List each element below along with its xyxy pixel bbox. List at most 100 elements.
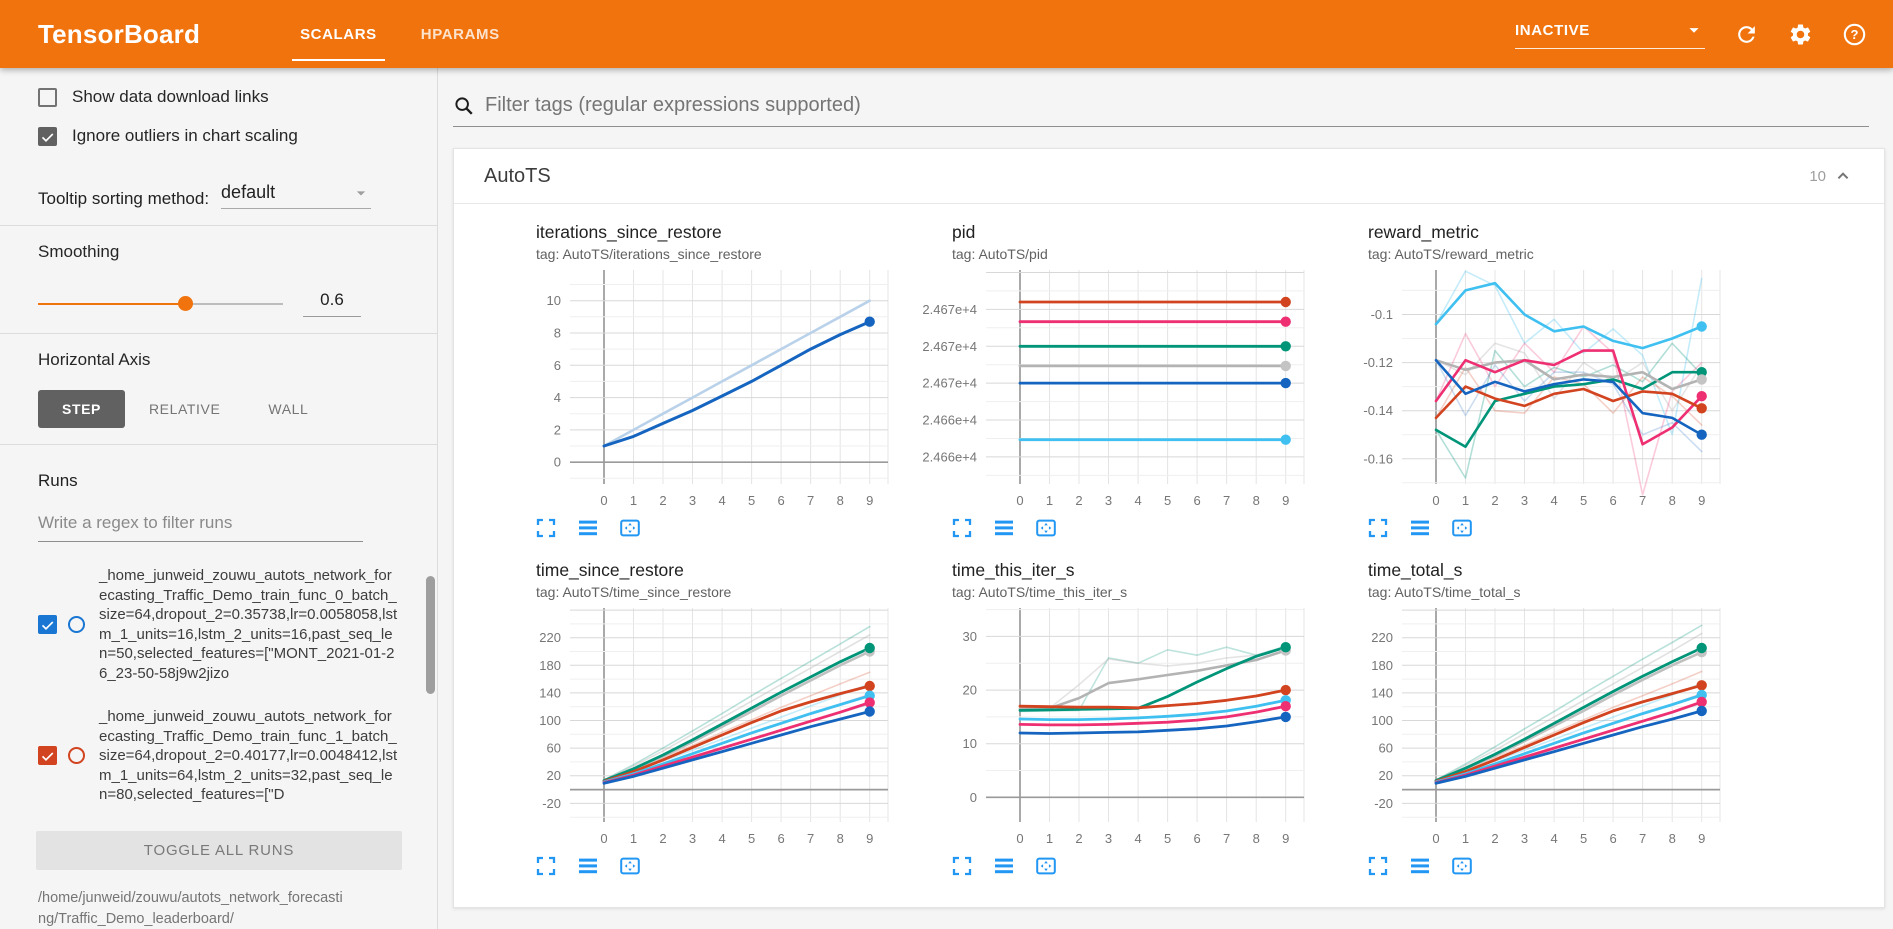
svg-text:4: 4 xyxy=(1134,493,1141,508)
data-table-icon[interactable] xyxy=(992,854,1016,878)
svg-text:-0.14: -0.14 xyxy=(1363,403,1393,418)
svg-text:6: 6 xyxy=(554,358,561,373)
svg-text:0: 0 xyxy=(600,493,607,508)
show-download-links-checkbox[interactable] xyxy=(38,87,57,107)
slider-fill xyxy=(38,302,185,305)
settings-button[interactable] xyxy=(1787,21,1813,47)
svg-text:8: 8 xyxy=(1253,493,1260,508)
expand-chart-icon[interactable] xyxy=(950,516,974,540)
tooltip-sorting-value: default xyxy=(221,182,276,202)
chevron-up-icon[interactable] xyxy=(1832,165,1854,187)
axis-step-button[interactable]: STEP xyxy=(38,390,125,428)
svg-text:0: 0 xyxy=(970,790,977,805)
horizontal-axis-label: Horizontal Axis xyxy=(38,350,151,369)
chart-plot[interactable]: 220 180 140 100 60 20 -20 0 1 2 3 4 5 6 7 8 9 xyxy=(504,602,896,852)
fit-domain-icon[interactable] xyxy=(618,516,642,540)
expand-chart-icon[interactable] xyxy=(1366,516,1390,540)
svg-text:8: 8 xyxy=(1669,493,1676,508)
toggle-all-runs-button[interactable]: TOGGLE ALL RUNS xyxy=(36,830,402,870)
data-table-icon[interactable] xyxy=(1408,516,1432,540)
smoothing-value[interactable]: 0.6 xyxy=(303,290,361,317)
tag-group-header[interactable]: AutoTS 10 xyxy=(454,149,1884,204)
chart-plot[interactable]: 220 180 140 100 60 20 -20 0 1 2 3 4 5 6 7 8 9 xyxy=(1336,602,1728,852)
svg-text:8: 8 xyxy=(554,326,561,341)
refresh-button[interactable] xyxy=(1733,21,1759,47)
expand-chart-icon[interactable] xyxy=(534,516,558,540)
svg-text:2: 2 xyxy=(1491,493,1498,508)
chart-plot[interactable]: 2.467e+4 2.467e+4 2.467e+4 2.466e+4 2.466e+4… xyxy=(920,264,1312,514)
svg-text:9: 9 xyxy=(866,831,873,846)
svg-text:6: 6 xyxy=(1193,493,1200,508)
chart-tag: tag: AutoTS/iterations_since_restore xyxy=(536,246,762,262)
fit-domain-icon[interactable] xyxy=(1034,854,1058,878)
ignore-outliers-checkbox[interactable] xyxy=(38,126,57,146)
axis-relative-button[interactable]: RELATIVE xyxy=(148,401,221,417)
fit-domain-icon[interactable] xyxy=(1450,854,1474,878)
settings-sidebar: Show data download links Ignore outliers… xyxy=(0,68,438,929)
svg-text:220: 220 xyxy=(539,630,561,645)
run-item: _home_junweid_zouwu_autots_network_forec… xyxy=(38,707,399,805)
axis-wall-button[interactable]: WALL xyxy=(268,401,309,417)
tab-hparams[interactable]: HPARAMS xyxy=(420,25,500,43)
run-solo-radio[interactable] xyxy=(68,747,85,765)
runs-heading: Runs xyxy=(38,471,78,490)
sidebar-scrollbar[interactable] xyxy=(426,576,435,694)
svg-text:4: 4 xyxy=(718,493,725,508)
chart-title: time_this_iter_s xyxy=(952,560,1075,580)
svg-text:6: 6 xyxy=(1609,831,1616,846)
svg-text:2.466e+4: 2.466e+4 xyxy=(922,413,977,428)
tooltip-sorting-select[interactable]: default xyxy=(221,182,372,209)
chart-plot[interactable]: -0.1 -0.12 -0.14 -0.16 0 1 2 3 4 5 6 7 8 9 xyxy=(1336,264,1728,514)
svg-text:20: 20 xyxy=(1379,768,1393,783)
tooltip-sorting-label: Tooltip sorting method: xyxy=(38,189,210,208)
expand-chart-icon[interactable] xyxy=(950,854,974,878)
show-download-links-label: Show data download links xyxy=(72,87,269,106)
svg-text:-20: -20 xyxy=(542,796,561,811)
data-status-dropdown[interactable]: INACTIVE xyxy=(1515,19,1705,49)
chart-title: time_total_s xyxy=(1368,560,1463,580)
svg-text:2: 2 xyxy=(1075,493,1082,508)
run-checkbox[interactable] xyxy=(38,746,57,766)
chart-toolbar xyxy=(534,516,898,540)
data-table-icon[interactable] xyxy=(992,516,1016,540)
tag-filter-bar xyxy=(453,94,1869,127)
svg-text:1: 1 xyxy=(1046,831,1053,846)
expand-chart-icon[interactable] xyxy=(534,854,558,878)
run-solo-radio[interactable] xyxy=(68,616,85,633)
svg-text:2: 2 xyxy=(554,422,561,437)
svg-text:140: 140 xyxy=(1371,685,1393,700)
fit-domain-icon[interactable] xyxy=(1450,516,1474,540)
app-title: TensorBoard xyxy=(38,18,201,49)
fit-domain-icon[interactable] xyxy=(1034,516,1058,540)
ignore-outliers-row: Ignore outliers in chart scaling xyxy=(38,126,399,146)
svg-text:3: 3 xyxy=(689,493,696,508)
chart-plot[interactable]: 30 20 10 0 0 1 2 3 4 5 6 7 8 9 xyxy=(920,602,1312,852)
smoothing-slider-thumb[interactable] xyxy=(178,296,193,311)
svg-text:7: 7 xyxy=(1223,831,1230,846)
svg-text:3: 3 xyxy=(1521,831,1528,846)
svg-text:7: 7 xyxy=(807,831,814,846)
svg-text:0: 0 xyxy=(554,455,561,470)
runs-filter-input[interactable] xyxy=(38,509,363,542)
svg-text:2.467e+4: 2.467e+4 xyxy=(922,339,977,354)
chart-tag: tag: AutoTS/time_total_s xyxy=(1368,584,1521,600)
tag-filter-input[interactable] xyxy=(485,94,1869,117)
help-button[interactable]: ? xyxy=(1841,21,1867,47)
chart-plot[interactable]: 10 8 6 4 2 0 0 1 2 3 4 5 6 7 8 9 xyxy=(504,264,896,514)
svg-text:10: 10 xyxy=(547,293,561,308)
run-checkbox[interactable] xyxy=(38,615,57,634)
svg-text:7: 7 xyxy=(1639,831,1646,846)
data-table-icon[interactable] xyxy=(1408,854,1432,878)
svg-text:8: 8 xyxy=(837,831,844,846)
svg-text:7: 7 xyxy=(807,493,814,508)
data-table-icon[interactable] xyxy=(576,854,600,878)
data-table-icon[interactable] xyxy=(576,516,600,540)
svg-text:?: ? xyxy=(1850,26,1858,41)
tab-scalars[interactable]: SCALARS xyxy=(278,0,399,68)
fit-domain-icon[interactable] xyxy=(618,854,642,878)
expand-chart-icon[interactable] xyxy=(1366,854,1390,878)
svg-text:180: 180 xyxy=(539,658,561,673)
chart-tag: tag: AutoTS/reward_metric xyxy=(1368,246,1534,262)
smoothing-slider[interactable] xyxy=(38,296,283,311)
svg-text:0: 0 xyxy=(1016,831,1023,846)
